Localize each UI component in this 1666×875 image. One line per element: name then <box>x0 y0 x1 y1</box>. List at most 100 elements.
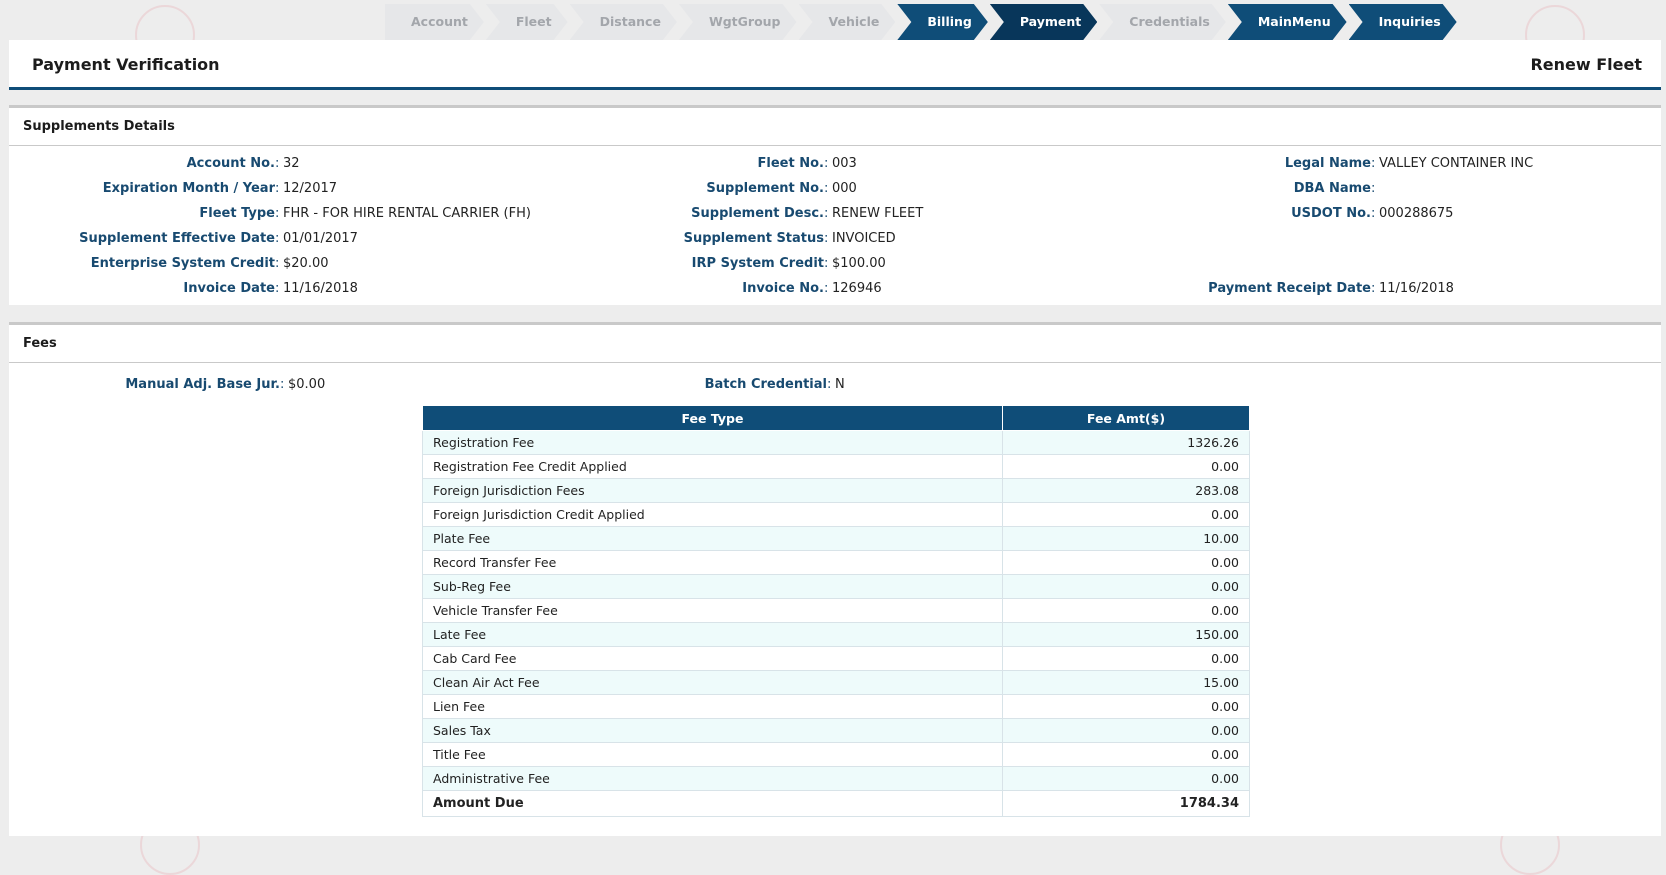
field-value: 000288675 <box>1379 206 1454 221</box>
fee-table: Fee Type Fee Amt($) Registration Fee 1326… <box>422 405 1250 817</box>
field-label: Payment Receipt Date <box>1208 281 1371 296</box>
fee-type-cell: Late Fee <box>422 622 1003 647</box>
section-title: Supplements Details <box>9 108 1661 146</box>
fee-amount-cell: 0.00 <box>1002 718 1250 743</box>
field-value: 003 <box>832 156 857 171</box>
wizard-step-wgtgroup[interactable]: WgtGroup <box>679 4 797 40</box>
table-row: Foreign Jurisdiction Credit Applied 0.00 <box>422 502 1250 527</box>
field-label: Supplement Effective Date <box>79 231 275 246</box>
wizard-step-credentials[interactable]: Credentials <box>1099 4 1226 40</box>
field-value: 01/01/2017 <box>283 231 358 246</box>
field-label: Invoice Date <box>183 281 275 296</box>
field-label: Legal Name <box>1284 156 1371 171</box>
field-value: INVOICED <box>832 231 896 246</box>
fee-amount-cell: 1326.26 <box>1002 430 1250 455</box>
fee-amount-cell: 283.08 <box>1002 478 1250 503</box>
wizard-step-distance[interactable]: Distance <box>570 4 677 40</box>
field-label: Supplement No. <box>706 181 824 196</box>
fee-amount-cell: 0.00 <box>1002 646 1250 671</box>
fee-type-cell: Foreign Jurisdiction Credit Applied <box>422 502 1003 527</box>
supplements-details-section: Supplements Details Account No.: 32 Expi… <box>9 105 1661 305</box>
field-value: $100.00 <box>832 256 886 271</box>
amount-due-value: 1784.34 <box>1002 790 1250 817</box>
fee-amount-cell: 0.00 <box>1002 742 1250 767</box>
fee-amount-cell: 0.00 <box>1002 598 1250 623</box>
page-title: Payment Verification <box>32 55 220 74</box>
field-value: $20.00 <box>283 256 329 271</box>
fee-amount-cell: 150.00 <box>1002 622 1250 647</box>
field-label: DBA Name <box>1293 181 1371 196</box>
field-value: 32 <box>283 156 300 171</box>
field-value: 11/16/2018 <box>283 281 358 296</box>
fee-type-cell: Lien Fee <box>422 694 1003 719</box>
fee-amount-cell: 0.00 <box>1002 454 1250 479</box>
table-row: Sub-Reg Fee 0.00 <box>422 574 1250 599</box>
fee-amount-cell: 0.00 <box>1002 694 1250 719</box>
amount-due-row: Amount Due 1784.34 <box>422 790 1250 817</box>
column-header-fee-type: Fee Type <box>422 405 1003 431</box>
field-label: IRP System Credit <box>691 256 824 271</box>
table-row: Registration Fee 1326.26 <box>422 430 1250 455</box>
field-label: Invoice No. <box>742 281 824 296</box>
table-row: Lien Fee 0.00 <box>422 694 1250 719</box>
table-row: Late Fee 150.00 <box>422 622 1250 647</box>
wizard-step-inquiries[interactable]: Inquiries <box>1349 4 1457 40</box>
field-value: RENEW FLEET <box>832 206 924 221</box>
table-row: Record Transfer Fee 0.00 <box>422 550 1250 575</box>
fee-type-cell: Clean Air Act Fee <box>422 670 1003 695</box>
section-title: Fees <box>9 325 1661 363</box>
field-value: N <box>835 377 845 392</box>
table-row: Plate Fee 10.00 <box>422 526 1250 551</box>
fee-amount-cell: 0.00 <box>1002 502 1250 527</box>
field-label: Expiration Month / Year <box>102 181 275 196</box>
fee-amount-cell: 0.00 <box>1002 574 1250 599</box>
field-label: Account No. <box>186 156 275 171</box>
fee-type-cell: Administrative Fee <box>422 766 1003 791</box>
fee-type-cell: Record Transfer Fee <box>422 550 1003 575</box>
field-label: Supplement Desc. <box>691 206 824 221</box>
table-row: Administrative Fee 0.00 <box>422 766 1250 791</box>
table-row: Clean Air Act Fee 15.00 <box>422 670 1250 695</box>
fee-type-cell: Vehicle Transfer Fee <box>422 598 1003 623</box>
field-label: Manual Adj. Base Jur. <box>125 377 280 392</box>
fee-type-cell: Foreign Jurisdiction Fees <box>422 478 1003 503</box>
field-value: 000 <box>832 181 857 196</box>
fee-amount-cell: 0.00 <box>1002 766 1250 791</box>
fee-type-cell: Plate Fee <box>422 526 1003 551</box>
field-label: Fleet No. <box>757 156 824 171</box>
table-row: Foreign Jurisdiction Fees 283.08 <box>422 478 1250 503</box>
fee-type-cell: Registration Fee <box>422 430 1003 455</box>
fee-amount-cell: 0.00 <box>1002 550 1250 575</box>
wizard-step-mainmenu[interactable]: MainMenu <box>1228 4 1347 40</box>
wizard-step-account[interactable]: Account <box>385 4 484 40</box>
field-label: Supplement Status <box>683 231 824 246</box>
table-row: Registration Fee Credit Applied 0.00 <box>422 454 1250 479</box>
fee-type-cell: Title Fee <box>422 742 1003 767</box>
field-label: Fleet Type <box>199 206 275 221</box>
wizard-step-billing[interactable]: Billing <box>897 4 988 40</box>
fees-section: Fees Manual Adj. Base Jur.: $0.00 Batch … <box>9 322 1661 836</box>
fee-type-cell: Sub-Reg Fee <box>422 574 1003 599</box>
wizard-step-fleet[interactable]: Fleet <box>486 4 568 40</box>
table-row: Vehicle Transfer Fee 0.00 <box>422 598 1250 623</box>
transaction-title: Renew Fleet <box>1530 55 1642 74</box>
column-header-fee-amount: Fee Amt($) <box>1002 405 1250 431</box>
fee-type-cell: Registration Fee Credit Applied <box>422 454 1003 479</box>
fee-type-cell: Sales Tax <box>422 718 1003 743</box>
field-value: 126946 <box>832 281 882 296</box>
fee-type-cell: Cab Card Fee <box>422 646 1003 671</box>
field-value: FHR - FOR HIRE RENTAL CARRIER (FH) <box>283 206 531 221</box>
amount-due-label: Amount Due <box>422 790 1003 817</box>
wizard-breadcrumb: Account Fleet Distance WgtGroup Vehicle Billi… <box>385 4 1459 40</box>
field-value: $0.00 <box>288 377 326 392</box>
field-value: VALLEY CONTAINER INC <box>1379 156 1534 171</box>
table-row: Title Fee 0.00 <box>422 742 1250 767</box>
field-value: 12/2017 <box>283 181 338 196</box>
wizard-step-vehicle[interactable]: Vehicle <box>799 4 896 40</box>
field-label: USDOT No. <box>1291 206 1371 221</box>
table-row: Sales Tax 0.00 <box>422 718 1250 743</box>
field-value: 11/16/2018 <box>1379 281 1454 296</box>
page-header: Payment Verification Renew Fleet <box>9 40 1661 90</box>
field-label: Enterprise System Credit <box>90 256 275 271</box>
wizard-step-payment[interactable]: Payment <box>990 4 1097 40</box>
